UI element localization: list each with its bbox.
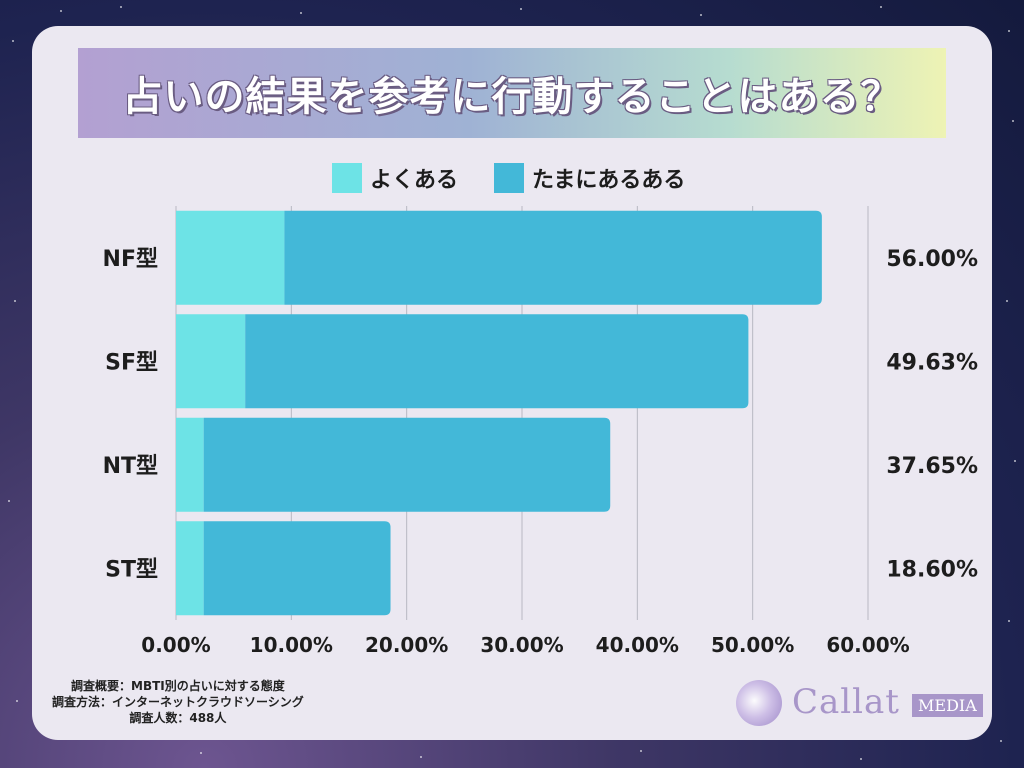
star (520, 8, 522, 10)
legend-label-sometimes: たまにあるある (532, 168, 686, 193)
x-tick-label: 10.00% (250, 633, 333, 657)
category-label: SF型 (105, 350, 158, 375)
category-label: NF型 (103, 247, 158, 272)
total-label: 56.00% (886, 247, 978, 272)
star (60, 10, 62, 12)
star (200, 752, 202, 754)
bar-segment-often (176, 314, 246, 409)
total-label: 18.60% (886, 557, 978, 582)
star (1000, 740, 1002, 742)
x-tick-label: 60.00% (826, 633, 909, 657)
bar-segment-often (176, 417, 204, 512)
bar-segment-sometimes (245, 314, 749, 409)
legend-item-often: よくある (332, 160, 458, 196)
survey-note-summary: 調査概要：MBTI別の占いに対する態度 (71, 679, 285, 693)
star (120, 6, 122, 8)
survey-note-method: 調査方法：インターネットクラウドソーシング (52, 695, 304, 709)
legend-item-sometimes: たまにあるある (494, 160, 685, 196)
star (880, 6, 882, 8)
category-label: ST型 (105, 557, 158, 582)
title-band (78, 48, 946, 138)
x-tick-label: 20.00% (365, 633, 448, 657)
bar-segment-sometimes (203, 521, 391, 616)
total-label: 49.63% (886, 350, 978, 375)
star (1006, 300, 1008, 302)
star (14, 300, 16, 302)
star (1008, 30, 1010, 32)
star (640, 750, 642, 752)
star (12, 40, 14, 42)
legend-swatch-sometimes (494, 163, 524, 193)
star (1008, 620, 1010, 622)
bar-segment-often (176, 521, 204, 616)
star (860, 758, 862, 760)
survey-note-respondents: 調査人数：488人 (129, 711, 227, 725)
legend-swatch-often (332, 163, 362, 193)
star (1012, 120, 1014, 122)
category-label: NT型 (103, 454, 158, 479)
survey-notes: 調査概要：MBTI別の占いに対する態度 調査方法：インターネットクラウドソーシン… (52, 678, 304, 726)
x-tick-label: 50.00% (711, 633, 794, 657)
logo-text: Callat (792, 682, 900, 722)
total-label: 37.65% (886, 454, 978, 479)
bar-segment-sometimes (203, 417, 611, 512)
star (300, 12, 302, 14)
star (16, 700, 18, 702)
bar-segment-often (176, 210, 285, 305)
bar-segment-sometimes (284, 210, 822, 305)
star (420, 756, 422, 758)
legend: よくある たまにあるある (0, 160, 1024, 196)
star (8, 500, 10, 502)
x-tick-label: 30.00% (480, 633, 563, 657)
legend-label-often: よくある (370, 168, 459, 193)
callat-media-logo: Callat MEDIA (736, 680, 986, 726)
x-tick-label: 40.00% (596, 633, 679, 657)
chart-title: 占いの結果を参考に行動することはある？ (122, 74, 902, 120)
star (700, 14, 702, 16)
star (1014, 460, 1016, 462)
logo-badge: MEDIA (912, 694, 983, 717)
logo-mark-icon (736, 680, 782, 726)
x-tick-label: 0.00% (141, 633, 210, 657)
